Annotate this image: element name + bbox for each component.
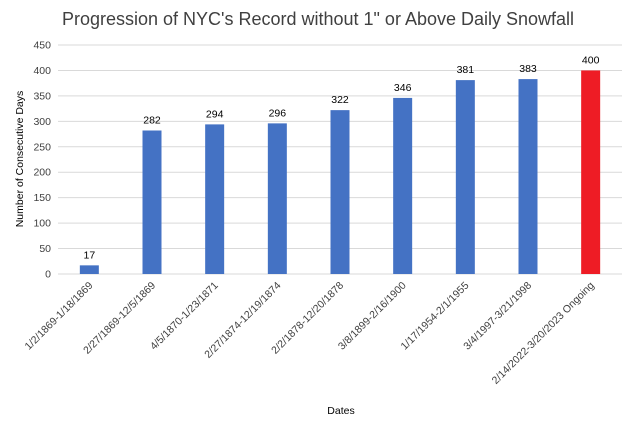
- bar: [455, 80, 475, 274]
- data-label: 296: [269, 107, 287, 119]
- bar: [330, 110, 350, 274]
- bar: [79, 265, 99, 274]
- bar: [142, 130, 162, 274]
- y-tick-label: 200: [33, 167, 51, 179]
- x-tick-label: 2/14/2022-3/20/2023 Ongoing: [490, 280, 597, 387]
- data-label: 294: [206, 108, 224, 120]
- y-axis-label: Number of Consecutive Days: [14, 91, 26, 228]
- y-tick-label: 100: [33, 218, 51, 230]
- bar: [581, 70, 601, 274]
- bar: [518, 79, 538, 275]
- data-label: 381: [457, 64, 475, 76]
- y-tick-label: 300: [33, 116, 51, 128]
- data-label: 346: [394, 82, 412, 94]
- x-tick-label: 3/8/1899-2/16/1900: [336, 280, 409, 353]
- data-label: 322: [331, 94, 349, 106]
- chart-title: Progression of NYC's Record without 1" o…: [62, 9, 574, 29]
- bar: [205, 124, 225, 275]
- data-label: 282: [143, 114, 161, 126]
- data-label: 400: [582, 54, 600, 66]
- y-tick-label: 250: [33, 141, 51, 153]
- x-axis-ticks: 1/2/1869-1/18/18692/27/1869-12/5/18694/5…: [23, 280, 597, 387]
- x-tick-label: 2/27/1869-12/5/1869: [81, 280, 158, 357]
- bar: [393, 97, 413, 275]
- data-label: 17: [83, 249, 95, 261]
- y-tick-label: 0: [45, 269, 51, 281]
- x-tick-label: 2/2/1878-12/20/1878: [269, 280, 346, 357]
- bars: [79, 70, 601, 275]
- bar: [267, 123, 287, 274]
- data-labels: 17 282 294 296 322 346 381 383 400: [83, 54, 599, 261]
- x-tick-label: 4/5/1870-1/23/1871: [148, 280, 221, 353]
- y-tick-label: 450: [33, 40, 51, 52]
- x-tick-label: 1/2/1869-1/18/1869: [23, 280, 96, 353]
- x-axis-label: Dates: [327, 405, 354, 417]
- data-label: 383: [519, 63, 537, 75]
- y-tick-label: 350: [33, 90, 51, 102]
- y-axis-ticks: 0 50 100 150 200 250 300 350 400 450: [33, 40, 51, 281]
- y-tick-label: 400: [33, 65, 51, 77]
- y-tick-label: 50: [39, 243, 51, 255]
- y-tick-label: 150: [33, 192, 51, 204]
- x-tick-label: 1/17/1954-2/1/1955: [399, 280, 472, 353]
- x-tick-label: 3/4/1997-3/21/1998: [461, 280, 534, 353]
